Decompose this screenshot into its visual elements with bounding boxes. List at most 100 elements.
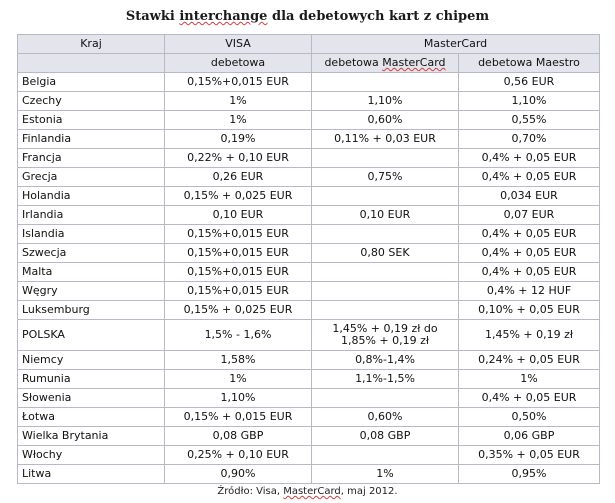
maestro-cell: 1%	[458, 369, 600, 389]
maestro-cell: 0,4% + 0,05 EUR	[458, 262, 600, 282]
maestro-cell: 0,95%	[458, 464, 600, 484]
visa-cell: 0,90%	[164, 464, 312, 484]
country-cell: Niemcy	[17, 350, 165, 370]
table-row: Szwecja 0,15%+0,015 EUR 0,80 SEK 0,4% + 0,0…	[17, 243, 600, 263]
table-row: Belgia 0,15%+0,015 EUR 0,56 EUR	[17, 72, 600, 92]
country-cell: Rumunia	[17, 369, 165, 389]
visa-cell: 1%	[164, 91, 312, 111]
mastercard-cell: 1,1%-1,5%	[311, 369, 459, 389]
maestro-cell: 0,10% + 0,05 EUR	[458, 300, 600, 320]
maestro-cell: 0,4% + 0,05 EUR	[458, 167, 600, 187]
maestro-cell: 0,70%	[458, 129, 600, 149]
table-row: Holandia 0,15% + 0,025 EUR 0,034 EUR	[17, 186, 600, 206]
table-row: Estonia 1% 0,60% 0,55%	[17, 110, 600, 130]
title-prefix: Stawki	[125, 9, 180, 24]
maestro-cell: 0,56 EUR	[458, 72, 600, 92]
table-row: Litwa 0,90% 1% 0,95%	[17, 464, 600, 484]
subheader-mc-debetowa: debetowa MasterCard	[311, 53, 459, 73]
visa-cell: 0,22% + 0,10 EUR	[164, 148, 312, 168]
header-row: Kraj VISA MasterCard	[17, 34, 600, 54]
visa-cell: 1%	[164, 110, 312, 130]
table-row: Węgry 0,15%+0,015 EUR 0,4% + 12 HUF	[17, 281, 600, 301]
mastercard-cell	[311, 72, 459, 92]
subheader-mc-prefix: debetowa	[324, 56, 383, 69]
maestro-cell: 0,07 EUR	[458, 205, 600, 225]
visa-cell: 0,08 GBP	[164, 426, 312, 446]
subheader-mc-name: MasterCard	[382, 56, 446, 69]
maestro-cell: 0,034 EUR	[458, 186, 600, 206]
subheader-empty	[17, 53, 165, 73]
mastercard-cell: 0,75%	[311, 167, 459, 187]
header-kraj: Kraj	[17, 34, 165, 54]
header-mastercard: MasterCard	[311, 34, 600, 54]
country-cell: Belgia	[17, 72, 165, 92]
maestro-cell: 0,4% + 0,05 EUR	[458, 243, 600, 263]
country-cell: Francja	[17, 148, 165, 168]
visa-cell: 0,15%+0,015 EUR	[164, 262, 312, 282]
mastercard-cell: 0,60%	[311, 110, 459, 130]
visa-cell: 0,15% + 0,015 EUR	[164, 407, 312, 427]
country-cell: Estonia	[17, 110, 165, 130]
source-caption: Źródło: Visa, MasterCard, maj 2012.	[0, 486, 615, 497]
maestro-cell: 0,4% + 0,05 EUR	[458, 148, 600, 168]
table-row: Wielka Brytania 0,08 GBP 0,08 GBP 0,06 GBP	[17, 426, 600, 446]
visa-cell: 0,15% + 0,025 EUR	[164, 186, 312, 206]
mastercard-cell: 0,80 SEK	[311, 243, 459, 263]
country-cell: Włochy	[17, 445, 165, 465]
source-highlight: MasterCard	[283, 486, 341, 497]
subheader-visa-debetowa: debetowa	[164, 53, 312, 73]
visa-cell: 0,15%+0,015 EUR	[164, 72, 312, 92]
maestro-cell: 0,50%	[458, 407, 600, 427]
table-row: Łotwa 0,15% + 0,015 EUR 0,60% 0,50%	[17, 407, 600, 427]
visa-cell: 0,15% + 0,025 EUR	[164, 300, 312, 320]
maestro-cell: 0,35% + 0,05 EUR	[458, 445, 600, 465]
country-cell: Wielka Brytania	[17, 426, 165, 446]
table-row: Irlandia 0,10 EUR 0,10 EUR 0,07 EUR	[17, 205, 600, 225]
visa-cell: 1,58%	[164, 350, 312, 370]
mastercard-cell	[311, 445, 459, 465]
country-cell: Litwa	[17, 464, 165, 484]
mastercard-cell-line2: 1,85% + 0,19 zł	[340, 334, 430, 347]
country-cell: POLSKA	[17, 319, 165, 351]
mastercard-cell	[311, 281, 459, 301]
mastercard-cell: 0,8%-1,4%	[311, 350, 459, 370]
table-row: Czechy 1% 1,10% 1,10%	[17, 91, 600, 111]
maestro-cell: 0,55%	[458, 110, 600, 130]
mastercard-cell	[311, 186, 459, 206]
page-title: Stawki interchange dla debetowych kart z…	[0, 9, 615, 24]
maestro-cell: 0,4% + 12 HUF	[458, 281, 600, 301]
mastercard-cell	[311, 300, 459, 320]
country-cell: Węgry	[17, 281, 165, 301]
source-prefix: Źródło: Visa,	[217, 486, 284, 497]
visa-cell: 1,10%	[164, 388, 312, 408]
subheader-maestro: debetowa Maestro	[458, 53, 600, 73]
table-row: Niemcy 1,58% 0,8%-1,4% 0,24% + 0,05 EUR	[17, 350, 600, 370]
mastercard-cell: 0,11% + 0,03 EUR	[311, 129, 459, 149]
mastercard-cell	[311, 148, 459, 168]
visa-cell: 0,19%	[164, 129, 312, 149]
mastercard-cell	[311, 262, 459, 282]
title-highlight: interchange	[179, 9, 268, 24]
mastercard-cell: 1,45% + 0,19 zł do 1,85% + 0,19 zł	[311, 319, 459, 351]
country-cell: Finlandia	[17, 129, 165, 149]
country-cell: Islandia	[17, 224, 165, 244]
mastercard-cell: 0,10 EUR	[311, 205, 459, 225]
table-row: Włochy 0,25% + 0,10 EUR 0,35% + 0,05 EUR	[17, 445, 600, 465]
maestro-cell: 1,10%	[458, 91, 600, 111]
visa-cell: 0,10 EUR	[164, 205, 312, 225]
table-row: Grecja 0,26 EUR 0,75% 0,4% + 0,05 EUR	[17, 167, 600, 187]
maestro-cell: 0,4% + 0,05 EUR	[458, 388, 600, 408]
table-row: Słowenia 1,10% 0,4% + 0,05 EUR	[17, 388, 600, 408]
visa-cell: 0,26 EUR	[164, 167, 312, 187]
table-body: Belgia 0,15%+0,015 EUR 0,56 EUR Czechy 1% 1,…	[17, 72, 600, 484]
country-cell: Luksemburg	[17, 300, 165, 320]
visa-cell: 1,5% - 1,6%	[164, 319, 312, 351]
mastercard-cell: 0,60%	[311, 407, 459, 427]
table-row: POLSKA 1,5% - 1,6% 1,45% + 0,19 zł do 1,85%…	[17, 319, 600, 351]
mastercard-cell: 1%	[311, 464, 459, 484]
country-cell: Malta	[17, 262, 165, 282]
visa-cell: 0,15%+0,015 EUR	[164, 243, 312, 263]
country-cell: Szwecja	[17, 243, 165, 263]
interchange-table: Kraj VISA MasterCard debetowa debetowa M…	[17, 34, 600, 484]
country-cell: Holandia	[17, 186, 165, 206]
